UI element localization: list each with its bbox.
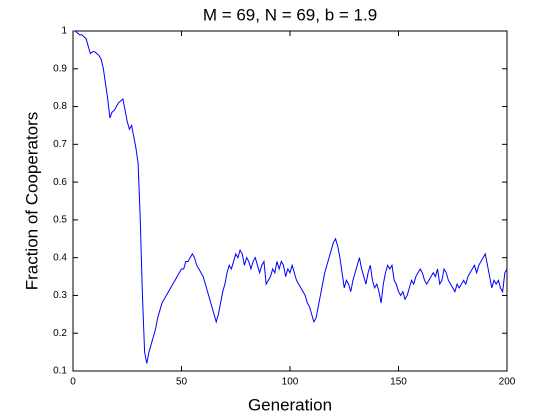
chart-title: M = 69, N = 69, b = 1.9 (203, 5, 377, 24)
x-tick-label: 150 (390, 377, 407, 388)
x-tick-label: 100 (282, 377, 299, 388)
y-tick-label: 1 (61, 26, 67, 37)
y-tick-label: 0.7 (53, 139, 67, 150)
y-tick-label: 0.1 (53, 366, 67, 377)
plot-area (72, 30, 508, 372)
y-tick-label: 0.4 (53, 252, 67, 263)
y-axis-label: Fraction of Cooperators (22, 112, 41, 291)
x-tick-label: 50 (176, 377, 188, 388)
y-tick-label: 0.2 (53, 328, 67, 339)
data-line (73, 30, 508, 364)
y-tick-label: 0.9 (53, 63, 67, 74)
x-tick-label: 0 (70, 377, 76, 388)
y-tick-label: 0.8 (53, 101, 67, 112)
y-tick-label: 0.6 (53, 177, 67, 188)
x-tick-label: 200 (499, 377, 516, 388)
y-tick-label: 0.3 (53, 290, 67, 301)
y-tick-label: 0.5 (53, 215, 67, 226)
x-axis-label: Generation (248, 395, 332, 414)
